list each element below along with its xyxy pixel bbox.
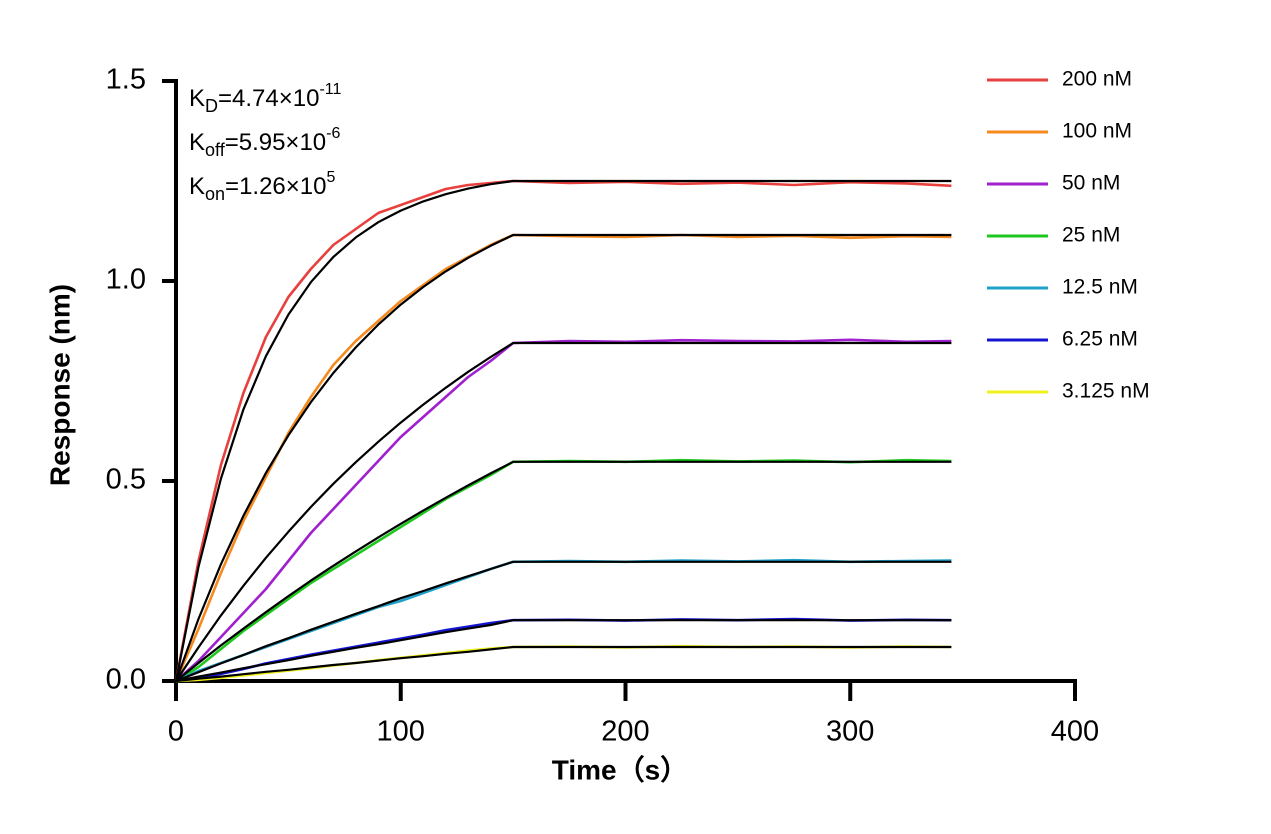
fit-line xyxy=(175,619,952,683)
legend-label: 3.125 nM xyxy=(1062,380,1150,403)
x-axis-title: Time（s） xyxy=(552,753,688,785)
y-tick-label: 0.0 xyxy=(106,664,146,696)
x-tick-label: 0 xyxy=(168,716,184,748)
legend-label: 100 nM xyxy=(1062,120,1132,143)
annotation: Koff=5.95×10-6 xyxy=(189,125,340,160)
x-tick-label: 100 xyxy=(377,716,425,748)
annotation-value: =4.74×10 xyxy=(218,85,319,112)
data-line xyxy=(175,644,952,683)
fit-line xyxy=(175,645,952,683)
fit-line xyxy=(174,233,952,682)
legend-label: 200 nM xyxy=(1062,68,1132,91)
x-tick-label: 300 xyxy=(826,716,874,748)
legend-label: 25 nM xyxy=(1062,224,1120,247)
y-tick-label: 1.0 xyxy=(106,264,146,296)
annotation-value: =5.95×10 xyxy=(225,129,326,156)
annotation-subscript: off xyxy=(205,140,226,160)
data-line xyxy=(175,617,952,683)
annotation-symbol: K xyxy=(189,173,205,200)
y-tick-label: 0.5 xyxy=(106,464,146,496)
data-line xyxy=(174,179,952,682)
x-tick-label: 200 xyxy=(601,716,649,748)
x-tick-label: 400 xyxy=(1051,716,1099,748)
annotation-subscript: on xyxy=(205,184,225,204)
legend-label: 6.25 nM xyxy=(1062,328,1138,351)
annotation: KD=4.74×10-11 xyxy=(189,81,341,116)
annotation-symbol: K xyxy=(189,129,205,156)
data-line xyxy=(175,338,952,682)
data-line xyxy=(174,233,952,682)
annotation-subscript: D xyxy=(205,96,218,116)
fit-line xyxy=(175,460,952,682)
annotation-superscript: -11 xyxy=(319,81,341,98)
y-tick-label: 1.5 xyxy=(106,64,146,96)
annotation-symbol: K xyxy=(189,85,205,112)
annotation: Kon=1.26×105 xyxy=(189,169,335,204)
fit-line xyxy=(175,341,952,682)
legend-label: 12.5 nM xyxy=(1062,276,1138,299)
fit-line xyxy=(175,560,952,683)
fit-line xyxy=(174,179,952,682)
annotation-superscript: -6 xyxy=(326,125,340,142)
legend-label: 50 nM xyxy=(1062,172,1120,195)
y-axis-title: Response (nm) xyxy=(44,284,75,486)
annotation-value: =1.26×10 xyxy=(225,173,326,200)
annotation-superscript: 5 xyxy=(326,169,335,186)
